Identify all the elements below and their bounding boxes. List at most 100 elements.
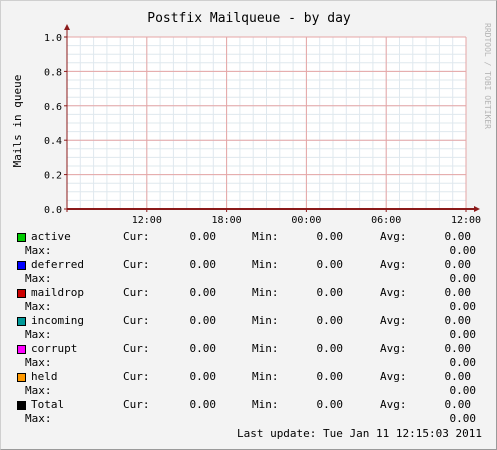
x-axis-arrow [474,206,480,212]
legend-row-incoming-max: Max: 0.00 [1,328,497,342]
legend-min-label: Min: [252,314,279,327]
axes [64,24,480,212]
minor-grid [66,36,467,210]
legend-row-held: held Cur: 0.00 Min: 0.00 Avg: 0.00 [1,370,497,384]
x-tick-label: 06:00 [371,215,401,226]
legend-row-incoming: incoming Cur: 0.00 Min: 0.00 Avg: 0.00 [1,314,497,328]
legend-min-value: 0.00 [316,230,344,243]
legend-swatch [17,317,26,326]
legend-row-deferred: deferred Cur: 0.00 Min: 0.00 Avg: 0.00 [1,258,497,272]
legend-min-value: 0.00 [316,398,344,411]
chart-title: Postfix Mailqueue - by day [147,11,351,26]
y-tick-label: 0.8 [44,67,62,78]
legend-max-label: Max: [25,384,52,397]
legend-avg-value: 0.00 [444,258,472,271]
last-update: Last update: Tue Jan 11 12:15:03 2011 [236,427,482,440]
x-tick-label: 12:00 [132,215,162,226]
y-tick-label: 0.6 [44,102,62,113]
legend-row-total: Total Cur: 0.00 Min: 0.00 Avg: 0.00 [1,398,497,412]
legend-cur-label: Cur: [123,314,150,327]
legend-avg-label: Avg: [380,314,407,327]
legend-cur-value: 0.00 [189,258,217,271]
y-tick-label: 0.4 [44,136,62,147]
rrdtool-watermark: RRDTOOL / TOBI OETIKER [483,23,492,129]
legend-avg-label: Avg: [380,398,407,411]
x-tick-label: 18:00 [212,215,242,226]
legend-cur-value: 0.00 [189,398,217,411]
legend-avg-label: Avg: [380,370,407,383]
legend-avg-label: Avg: [380,286,407,299]
legend-row-corrupt: corrupt Cur: 0.00 Min: 0.00 Avg: 0.00 [1,342,497,356]
legend-row-deferred-max: Max: 0.00 [1,272,497,286]
legend-series-name: active [31,230,71,243]
legend-min-label: Min: [252,258,279,271]
legend-cur-value: 0.00 [189,342,217,355]
legend: active Cur: 0.00 Min: 0.00 Avg: 0.00 Max: 0.00 de… [1,230,497,426]
legend-cur-label: Cur: [123,342,150,355]
legend-swatch [17,401,26,410]
legend-min-label: Min: [252,342,279,355]
legend-cur-label: Cur: [123,398,150,411]
legend-avg-value: 0.00 [444,370,472,383]
legend-cur-label: Cur: [123,258,150,271]
legend-max-label: Max: [25,272,52,285]
legend-series-name: maildrop [31,286,84,299]
y-tick-labels: 0.0 0.2 0.4 0.6 0.8 1.0 [44,33,62,216]
y-tick-label: 0.0 [44,205,62,216]
x-tick-label: 00:00 [291,215,321,226]
x-tick-label: 12:00 [451,215,481,226]
legend-min-value: 0.00 [316,342,344,355]
legend-row-maildrop: maildrop Cur: 0.00 Min: 0.00 Avg: 0.00 [1,286,497,300]
legend-avg-label: Avg: [380,230,407,243]
legend-series-name: deferred [31,258,84,271]
legend-swatch [17,373,26,382]
legend-min-label: Min: [252,398,279,411]
legend-cur-label: Cur: [123,230,150,243]
legend-cur-value: 0.00 [189,230,217,243]
legend-max-value: 0.00 [449,272,477,285]
legend-row-maildrop-max: Max: 0.00 [1,300,497,314]
legend-row-total-max: Max: 0.00 [1,412,497,426]
legend-max-value: 0.00 [449,384,477,397]
legend-min-value: 0.00 [316,258,344,271]
legend-max-value: 0.00 [449,244,477,257]
legend-min-label: Min: [252,230,279,243]
legend-avg-label: Avg: [380,258,407,271]
legend-swatch [17,345,26,354]
legend-avg-value: 0.00 [444,398,472,411]
legend-max-value: 0.00 [449,300,477,313]
legend-min-label: Min: [252,286,279,299]
legend-max-label: Max: [25,356,52,369]
legend-avg-value: 0.00 [444,314,472,327]
legend-row-active: active Cur: 0.00 Min: 0.00 Avg: 0.00 [1,230,497,244]
legend-row-held-max: Max: 0.00 [1,384,497,398]
chart-svg: Postfix Mailqueue - by day Mails in queu… [11,11,492,226]
legend-max-label: Max: [25,244,52,257]
legend-series-name: Total [31,398,65,411]
y-axis-label: Mails in queue [11,75,24,168]
legend-max-value: 0.00 [449,328,477,341]
y-tick-label: 0.2 [44,171,62,182]
legend-min-label: Min: [252,370,279,383]
legend-swatch [17,233,26,242]
x-tick-labels: 12:00 18:00 00:00 06:00 12:00 [132,215,481,226]
legend-min-value: 0.00 [316,314,344,327]
legend-cur-label: Cur: [123,370,150,383]
legend-swatch [17,289,26,298]
legend-series-name: incoming [31,314,84,327]
legend-avg-value: 0.00 [444,342,472,355]
legend-cur-label: Cur: [123,286,150,299]
legend-min-value: 0.00 [316,370,344,383]
y-tick-label: 1.0 [44,33,62,44]
legend-max-label: Max: [25,412,52,425]
legend-series-name: held [31,370,58,383]
y-axis-arrow [64,24,70,30]
legend-avg-value: 0.00 [444,286,472,299]
legend-max-value: 0.00 [449,356,477,369]
legend-max-label: Max: [25,328,52,341]
legend-swatch [17,261,26,270]
legend-cur-value: 0.00 [189,370,217,383]
legend-avg-label: Avg: [380,342,407,355]
legend-row-active-max: Max: 0.00 [1,244,497,258]
